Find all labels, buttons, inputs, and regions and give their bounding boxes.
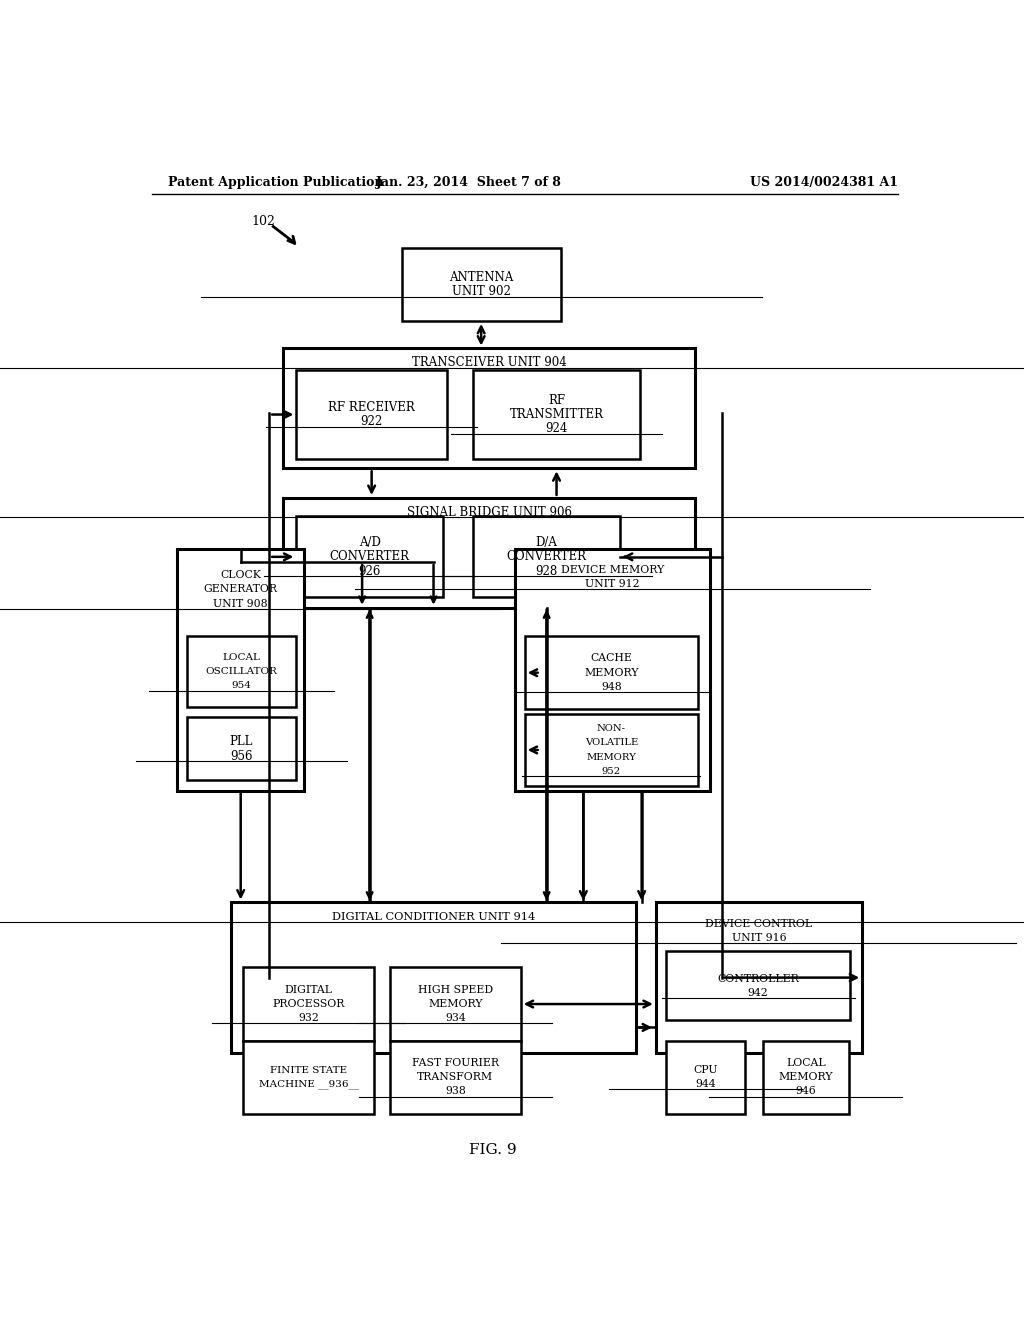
Text: A/D: A/D xyxy=(358,536,381,549)
Text: 944: 944 xyxy=(695,1080,716,1089)
Text: SIGNAL BRIDGE UNIT 906: SIGNAL BRIDGE UNIT 906 xyxy=(407,506,571,519)
Text: 948: 948 xyxy=(601,682,622,692)
Bar xyxy=(390,1040,521,1114)
Bar xyxy=(243,968,374,1040)
Text: CONVERTER: CONVERTER xyxy=(507,550,587,564)
Text: DEVICE MEMORY: DEVICE MEMORY xyxy=(561,565,665,576)
Text: 932: 932 xyxy=(298,1014,319,1023)
Bar xyxy=(666,1040,745,1114)
Text: 954: 954 xyxy=(231,681,252,690)
Bar xyxy=(186,636,296,708)
Text: DEVICE CONTROL: DEVICE CONTROL xyxy=(706,919,812,929)
Text: MEMORY: MEMORY xyxy=(584,668,639,677)
Text: CONVERTER: CONVERTER xyxy=(330,550,410,564)
Text: 938: 938 xyxy=(444,1086,466,1097)
Text: UNIT 912: UNIT 912 xyxy=(585,579,640,589)
Text: UNIT 902: UNIT 902 xyxy=(452,285,511,298)
Text: TRANSMITTER: TRANSMITTER xyxy=(510,408,603,421)
Text: 928: 928 xyxy=(536,565,558,578)
Text: LOCAL: LOCAL xyxy=(786,1059,825,1068)
Bar xyxy=(524,714,697,785)
Bar xyxy=(515,549,710,791)
Text: VOLATILE: VOLATILE xyxy=(585,738,638,747)
Text: LOCAL: LOCAL xyxy=(222,653,260,661)
Bar xyxy=(473,516,621,598)
Bar xyxy=(296,370,447,459)
Text: FIG. 9: FIG. 9 xyxy=(469,1143,517,1158)
Text: FINITE STATE: FINITE STATE xyxy=(270,1065,347,1074)
Bar xyxy=(296,516,443,598)
Text: NON-: NON- xyxy=(597,725,626,733)
Text: GENERATOR: GENERATOR xyxy=(204,585,278,594)
Text: CLOCK: CLOCK xyxy=(220,570,261,579)
Text: 956: 956 xyxy=(230,750,253,763)
Text: Jan. 23, 2014  Sheet 7 of 8: Jan. 23, 2014 Sheet 7 of 8 xyxy=(376,177,562,189)
Text: 934: 934 xyxy=(445,1014,466,1023)
Text: 946: 946 xyxy=(796,1086,816,1097)
Text: 926: 926 xyxy=(358,565,381,578)
Bar xyxy=(666,952,850,1020)
Text: 102: 102 xyxy=(251,215,274,228)
Text: ANTENNA: ANTENNA xyxy=(450,271,513,284)
Text: DIGITAL CONDITIONER UNIT 914: DIGITAL CONDITIONER UNIT 914 xyxy=(332,912,536,921)
Text: UNIT 908: UNIT 908 xyxy=(213,598,268,609)
Bar xyxy=(473,370,640,459)
Text: UNIT 916: UNIT 916 xyxy=(731,933,786,942)
Text: TRANSCEIVER UNIT 904: TRANSCEIVER UNIT 904 xyxy=(412,356,566,370)
Text: PROCESSOR: PROCESSOR xyxy=(272,999,345,1008)
Text: HIGH SPEED: HIGH SPEED xyxy=(418,985,493,995)
Text: MEMORY: MEMORY xyxy=(778,1072,833,1082)
Bar xyxy=(283,348,695,469)
Text: MEMORY: MEMORY xyxy=(587,752,636,762)
Text: FAST FOURIER: FAST FOURIER xyxy=(412,1059,499,1068)
Text: 922: 922 xyxy=(360,416,383,428)
Bar xyxy=(177,549,304,791)
Text: RF: RF xyxy=(548,393,565,407)
Bar xyxy=(763,1040,849,1114)
Bar xyxy=(243,1040,374,1114)
Text: 952: 952 xyxy=(602,767,621,776)
Bar xyxy=(390,968,521,1040)
Text: CONTROLLER: CONTROLLER xyxy=(717,974,799,983)
Text: PLL: PLL xyxy=(229,735,253,748)
Bar xyxy=(231,903,636,1053)
Bar xyxy=(283,498,695,607)
Text: MACHINE __936__: MACHINE __936__ xyxy=(258,1080,358,1089)
Text: MEMORY: MEMORY xyxy=(428,999,482,1008)
Text: 942: 942 xyxy=(748,987,768,998)
Text: CPU: CPU xyxy=(693,1065,718,1074)
Text: OSCILLATOR: OSCILLATOR xyxy=(206,667,278,676)
Bar xyxy=(401,248,560,321)
Text: D/A: D/A xyxy=(536,536,557,549)
Bar xyxy=(655,903,862,1053)
Text: US 2014/0024381 A1: US 2014/0024381 A1 xyxy=(750,177,898,189)
Text: Patent Application Publication: Patent Application Publication xyxy=(168,177,383,189)
Text: CACHE: CACHE xyxy=(591,653,632,664)
Text: DIGITAL: DIGITAL xyxy=(285,985,333,995)
Text: TRANSFORM: TRANSFORM xyxy=(418,1072,494,1082)
Bar xyxy=(524,636,697,709)
Bar xyxy=(186,718,296,780)
Text: RF RECEIVER: RF RECEIVER xyxy=(329,401,415,414)
Text: 924: 924 xyxy=(546,422,567,436)
